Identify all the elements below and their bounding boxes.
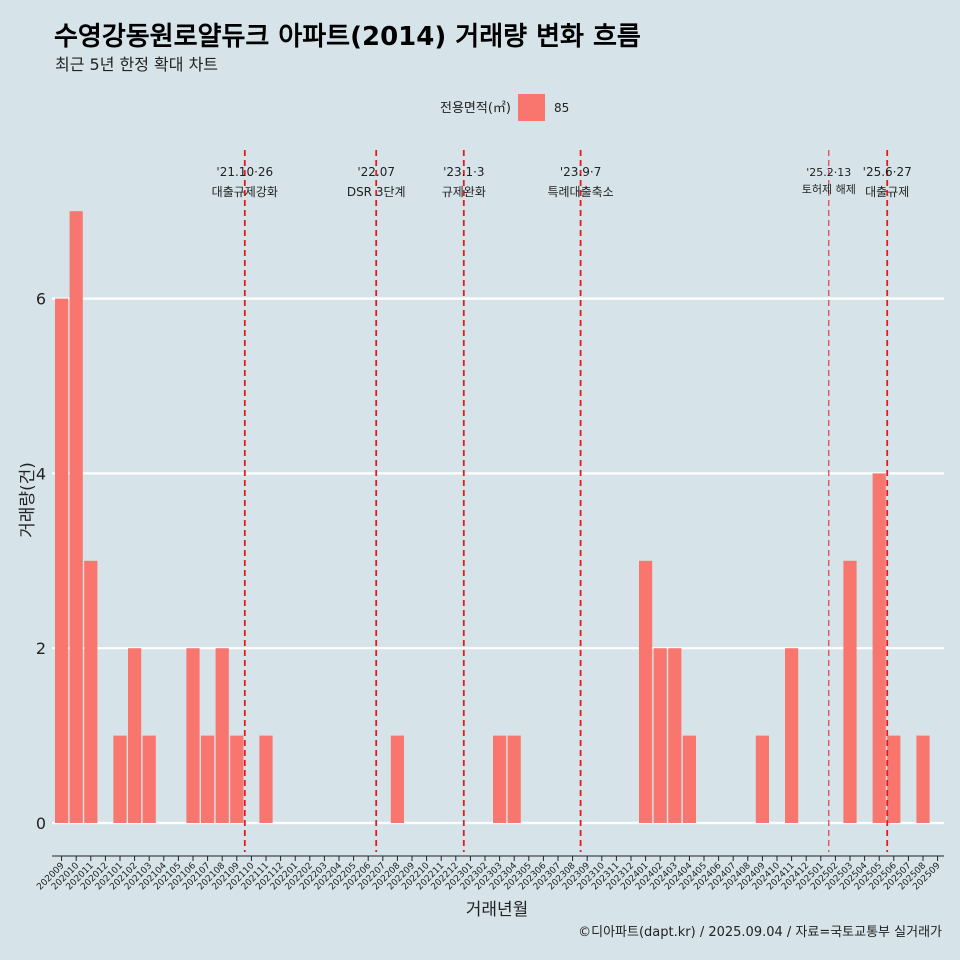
- x-axis-title: 거래년월: [466, 900, 529, 920]
- bar: [128, 648, 142, 823]
- event-date: '23.9·7: [560, 165, 601, 179]
- event-date: '25.6·27: [863, 165, 912, 179]
- event-label: 특례대출축소: [547, 185, 613, 199]
- y-tick-label: 4: [36, 464, 46, 483]
- grid-layer: 0 2 4 6: [36, 290, 944, 833]
- bar: [493, 735, 507, 823]
- event-date: '23.1·3: [443, 165, 484, 179]
- bar: [259, 735, 273, 823]
- event-date: '25.2·13: [806, 166, 851, 179]
- event-layer: '21.10·26 대출규제강화 '22.07 DSR 3단계 '23.1·3 규제완화 '…: [212, 150, 912, 852]
- y-tick-label: 0: [36, 814, 46, 833]
- bar: [142, 735, 156, 823]
- bar: [872, 473, 886, 823]
- event-label: 토허제 해제: [802, 182, 856, 196]
- event-label: 대출규제: [865, 185, 909, 199]
- bar: [843, 560, 857, 823]
- y-axis-title: 거래량(건): [18, 462, 38, 538]
- legend-swatch: [518, 94, 545, 121]
- bar: [69, 211, 83, 823]
- event-date: '21.10·26: [216, 165, 273, 179]
- bar: [668, 648, 682, 823]
- bar: [639, 560, 653, 823]
- bar: [230, 735, 244, 823]
- y-tick-label: 2: [36, 639, 46, 658]
- bar: [785, 648, 799, 823]
- bar: [84, 560, 98, 823]
- chart-title: 수영강동원로얄듀크 아파트(2014) 거래량 변화 흐름: [54, 22, 641, 52]
- bar-layer: [55, 211, 930, 824]
- event-label: DSR 3단계: [347, 185, 406, 199]
- event-label: 대출규제강화: [212, 185, 278, 199]
- bar: [55, 298, 69, 824]
- chart-subtitle: 최근 5년 한정 확대 차트: [55, 55, 218, 74]
- legend: 전용면적(㎡) 85: [440, 94, 569, 121]
- axis-layer: 2020092020102020112020122021012021022021…: [35, 855, 944, 892]
- bar: [755, 735, 769, 823]
- y-tick-label: 6: [36, 290, 46, 309]
- bar: [507, 735, 521, 823]
- bar: [113, 735, 127, 823]
- bar: [916, 735, 930, 823]
- bar: [682, 735, 696, 823]
- bar: [215, 648, 229, 823]
- legend-label: 85: [554, 101, 569, 115]
- legend-title: 전용면적(㎡): [440, 101, 511, 116]
- bar: [653, 648, 667, 823]
- caption: ©디아파트(dapt.kr) / 2025.09.04 / 자료=국토교통부 실…: [578, 925, 942, 940]
- event-date: '22.07: [357, 165, 395, 179]
- bar: [390, 735, 404, 823]
- bar: [201, 735, 215, 823]
- event-label: 규제완화: [442, 185, 486, 199]
- bar: [887, 735, 901, 823]
- bar: [186, 648, 200, 823]
